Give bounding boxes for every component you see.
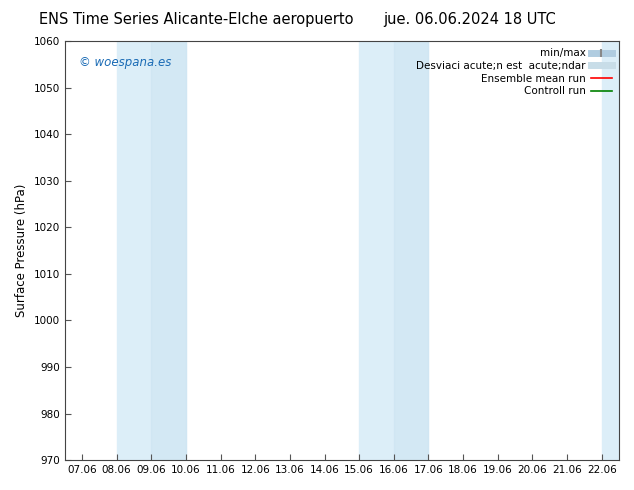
Text: jue. 06.06.2024 18 UTC: jue. 06.06.2024 18 UTC <box>383 12 555 27</box>
Bar <box>152 41 186 460</box>
Text: © woespana.es: © woespana.es <box>79 56 171 69</box>
Text: ENS Time Series Alicante-Elche aeropuerto: ENS Time Series Alicante-Elche aeropuert… <box>39 12 354 27</box>
Y-axis label: Surface Pressure (hPa): Surface Pressure (hPa) <box>15 184 28 318</box>
Bar <box>359 41 429 460</box>
Bar <box>117 41 186 460</box>
Bar <box>394 41 429 460</box>
Bar <box>602 41 630 460</box>
Legend: min/max, Desviaci acute;n est  acute;ndar, Ensemble mean run, Controll run: min/max, Desviaci acute;n est acute;ndar… <box>414 46 614 98</box>
